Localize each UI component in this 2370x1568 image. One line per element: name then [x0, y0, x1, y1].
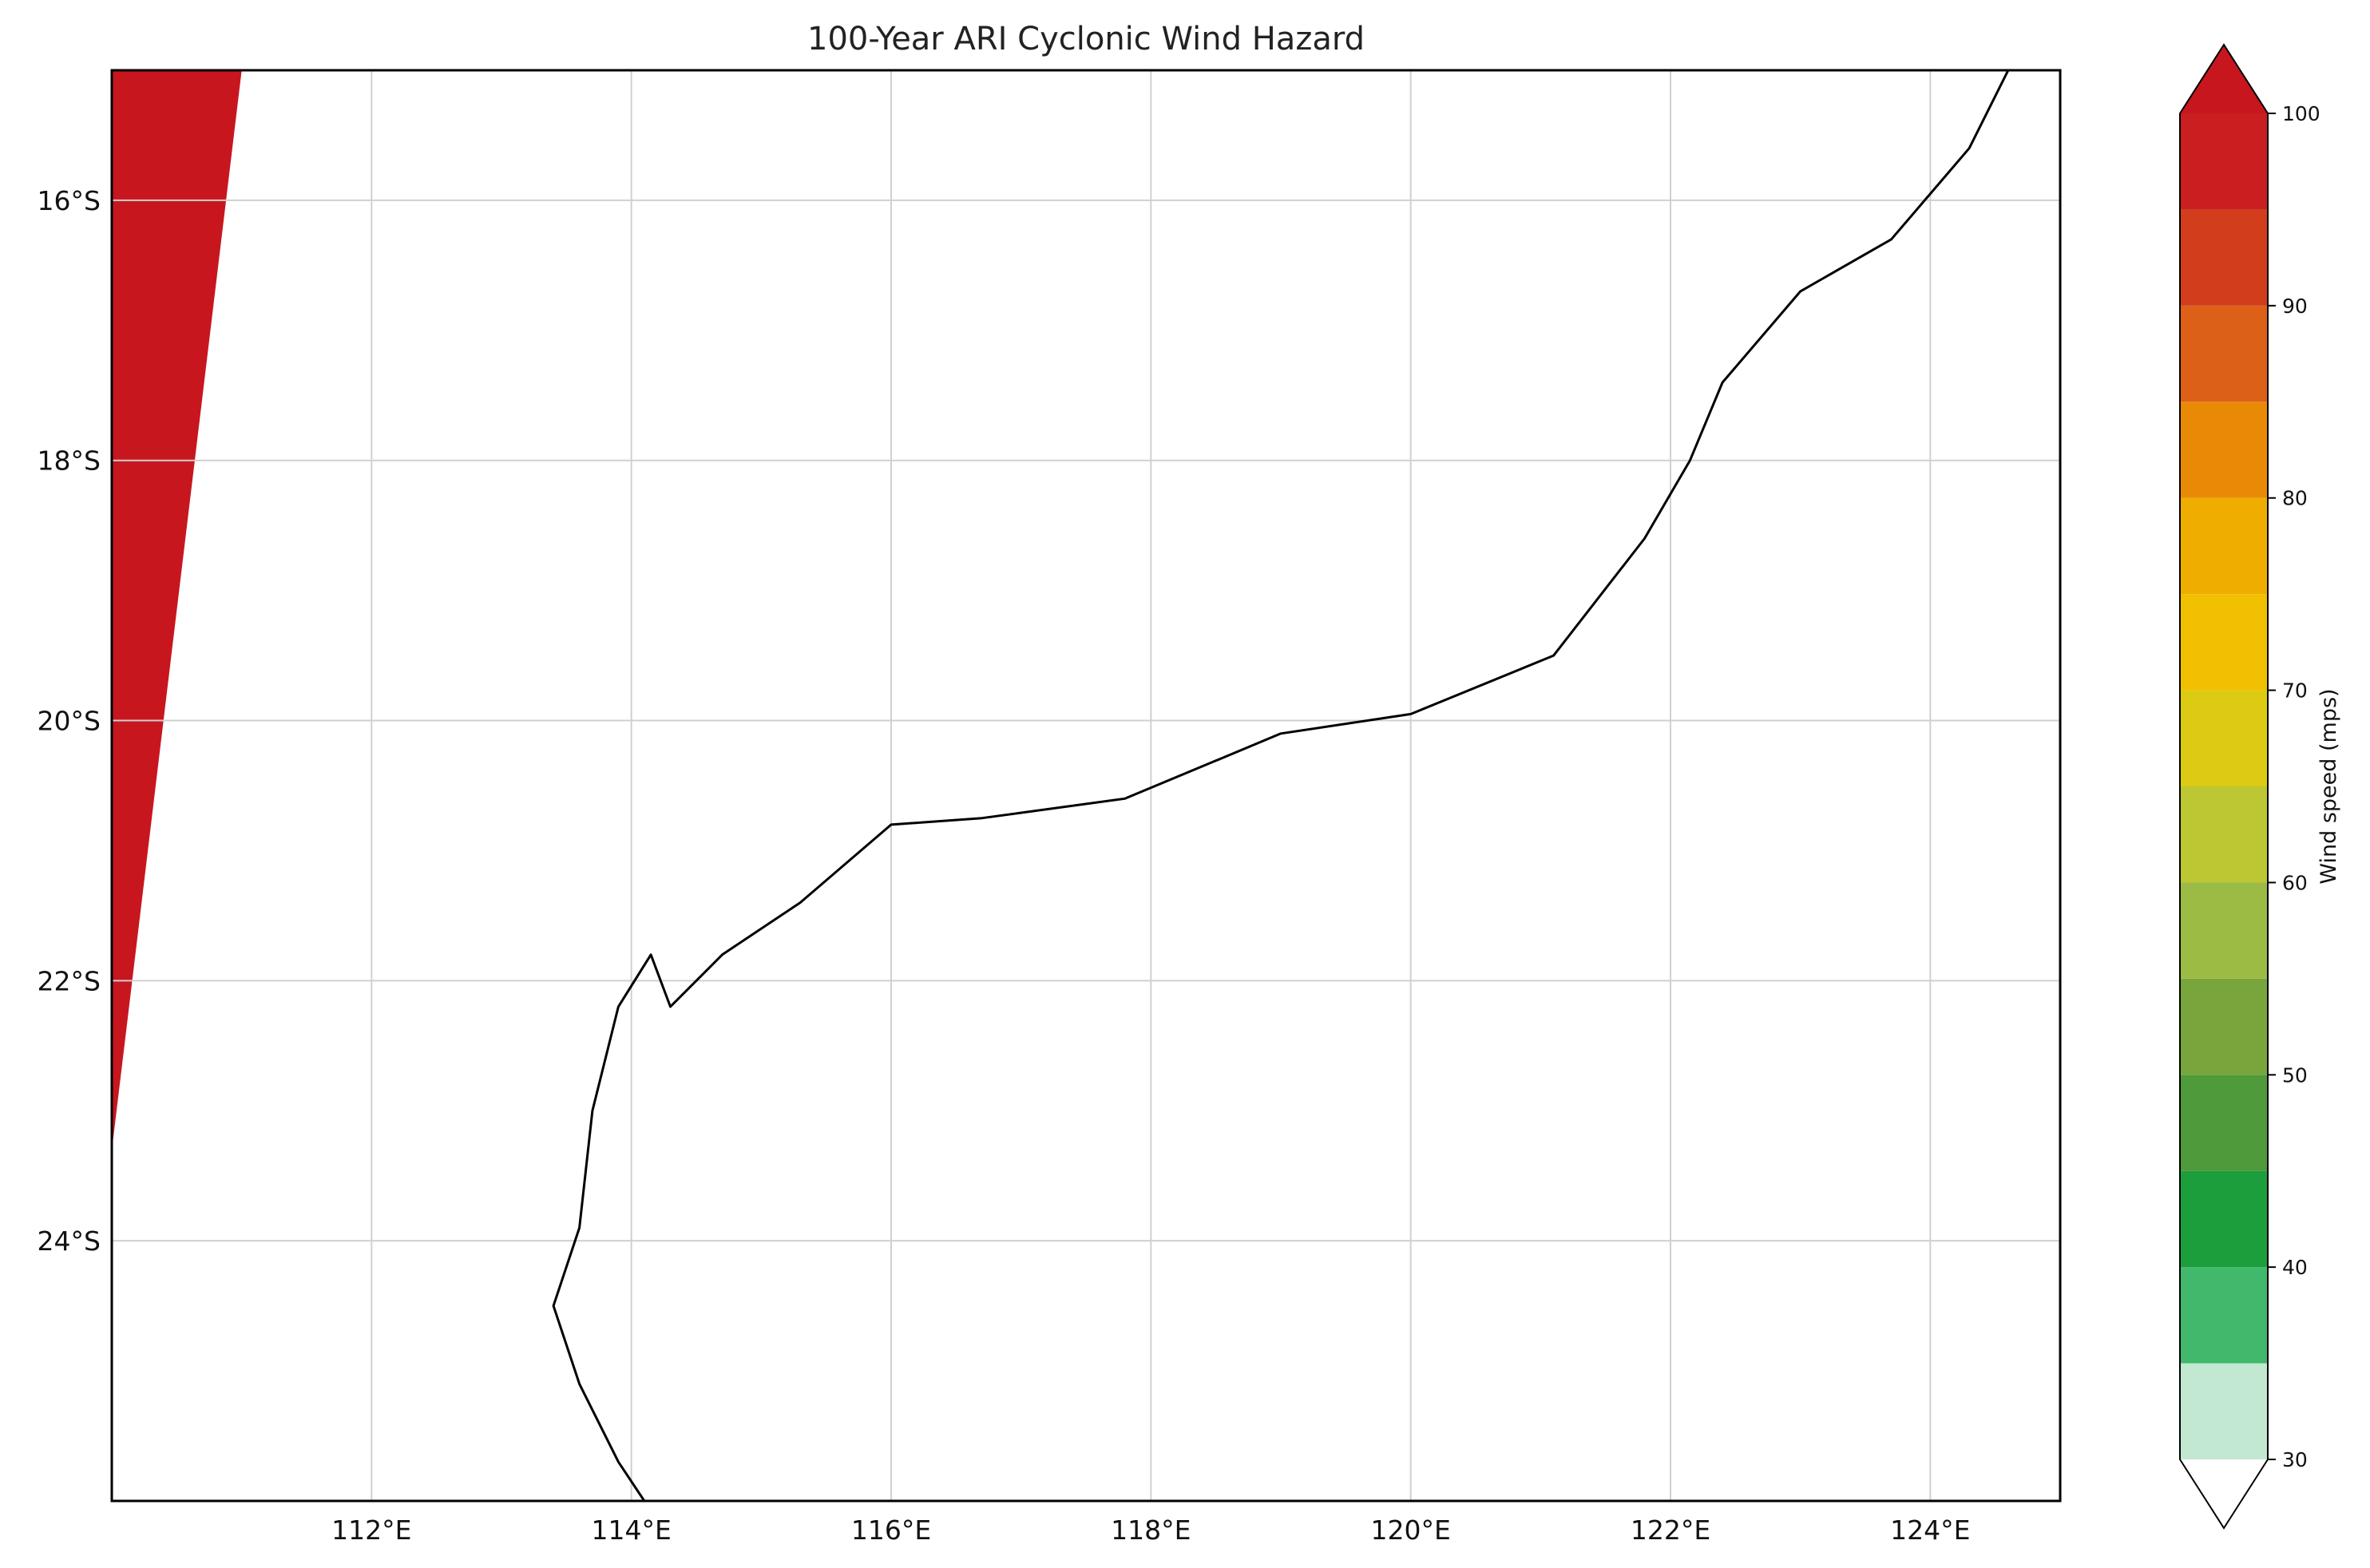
- latitude-tick-label: 24°S: [38, 1225, 101, 1257]
- colorbar-segment: [2180, 1171, 2268, 1267]
- colorbar-tick-label: 30: [2282, 1448, 2308, 1471]
- colorbar-segment: [2180, 402, 2268, 497]
- colorbar-tick-label: 70: [2282, 679, 2308, 703]
- longitude-tick-label: 116°E: [851, 1515, 931, 1546]
- colorbar-extend-min: [2180, 1459, 2268, 1528]
- colorbar-segment: [2180, 594, 2268, 690]
- latitude-labels: 16°S 18°S 20°S 22°S 24°S: [38, 185, 101, 1257]
- colorbar-tick-label: 90: [2282, 295, 2308, 318]
- colorbar-tick-label: 60: [2282, 871, 2308, 894]
- longitude-tick-label: 114°E: [591, 1515, 671, 1546]
- colorbar-extend-max: [2180, 45, 2268, 113]
- latitude-tick-label: 18°S: [38, 445, 101, 477]
- latitude-tick-label: 16°S: [38, 185, 101, 216]
- colorbar-segment: [2180, 113, 2268, 209]
- latitude-tick-label: 20°S: [38, 706, 101, 737]
- colorbar-tick-label: 80: [2282, 487, 2308, 510]
- colorbar-tick-label: 40: [2282, 1256, 2308, 1279]
- colorbar-segment: [2180, 1364, 2268, 1459]
- colorbar: 30 40 50 60 70 80 90 100 Wind speed (mps): [2180, 45, 2341, 1528]
- colorbar-tick-label: 100: [2282, 102, 2320, 125]
- colorbar-segment: [2180, 1075, 2268, 1170]
- colorbar-segment: [2180, 786, 2268, 882]
- longitude-labels: 112°E 114°E 116°E 118°E 120°E 122°E 124°E: [331, 1515, 1970, 1546]
- longitude-tick-label: 122°E: [1631, 1515, 1710, 1546]
- map-title: 100-Year ARI Cyclonic Wind Hazard: [807, 21, 1365, 57]
- colorbar-segment: [2180, 979, 2268, 1075]
- colorbar-label: Wind speed (mps): [2316, 688, 2341, 884]
- colorbar-segment: [2180, 209, 2268, 305]
- longitude-tick-label: 120°E: [1370, 1515, 1450, 1546]
- longitude-tick-label: 112°E: [331, 1515, 411, 1546]
- colorbar-tick-label: 50: [2282, 1063, 2308, 1087]
- colorbar-segments: [2180, 113, 2268, 1459]
- colorbar-segment: [2180, 306, 2268, 402]
- colorbar-ticks: 30 40 50 60 70 80 90 100: [2268, 102, 2320, 1471]
- colorbar-segment: [2180, 1267, 2268, 1363]
- longitude-tick-label: 124°E: [1890, 1515, 1970, 1546]
- map-background: [112, 70, 2060, 1501]
- map-area[interactable]: [64, 0, 2370, 1549]
- colorbar-segment: [2180, 691, 2268, 786]
- colorbar-segment: [2180, 882, 2268, 978]
- longitude-tick-label: 118°E: [1111, 1515, 1191, 1546]
- colorbar-segment: [2180, 498, 2268, 594]
- latitude-tick-label: 22°S: [38, 965, 101, 996]
